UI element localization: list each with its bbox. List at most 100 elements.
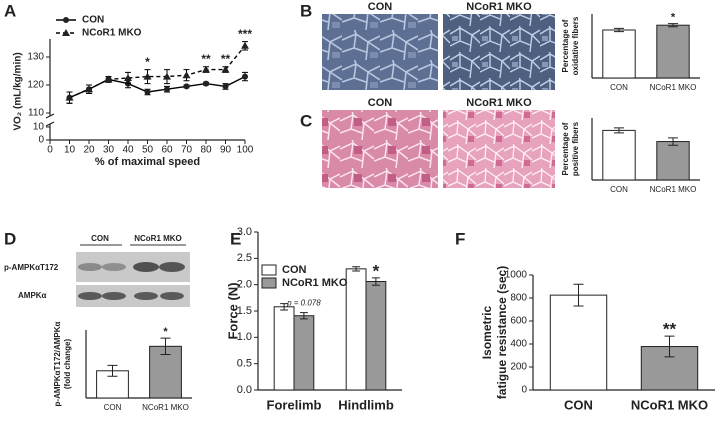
marker <box>143 72 152 80</box>
y-tick-label: 10 <box>33 122 45 133</box>
error-bar <box>299 312 308 320</box>
y-axis-label: VO₂ (mL/kg/min) <box>13 52 24 130</box>
x-tick-label: CON <box>564 397 593 412</box>
y-tick-label: 200 <box>510 362 527 373</box>
y-tick-label: 3.0 <box>237 226 252 238</box>
bar <box>365 281 387 391</box>
significance: * <box>145 55 150 69</box>
y-tick-label: 110 <box>28 108 44 119</box>
y-axis-label: positive fibers <box>571 121 580 176</box>
bar <box>345 268 367 391</box>
error-bar <box>573 283 584 307</box>
legend-label: CON <box>282 264 307 276</box>
y-tick-label: 0 <box>38 135 44 146</box>
significance: * <box>373 261 380 280</box>
error-bar <box>668 137 678 146</box>
significance: * <box>671 12 676 24</box>
image-label: CON <box>368 1 393 13</box>
legend-label: NCoR1 MKO <box>282 277 348 289</box>
y-axis-label: Isometric <box>480 305 494 359</box>
error-bar <box>614 27 624 33</box>
legend-swatch <box>261 264 277 276</box>
series-line <box>69 45 246 99</box>
y-tick-label: 2.0 <box>237 279 252 291</box>
x-tick-label: Forelimb <box>267 397 322 412</box>
legend-swatch <box>261 277 277 289</box>
y-axis-label: oxidative fibers <box>571 16 580 75</box>
x-tick-label: 90 <box>220 145 232 156</box>
marker <box>124 74 132 81</box>
marker <box>203 80 209 87</box>
x-tick-label: NCoR1 MKO <box>650 83 697 92</box>
marker <box>202 65 210 73</box>
axis-break <box>45 121 55 127</box>
micrograph <box>443 110 555 188</box>
y-tick-label: 120 <box>27 80 44 91</box>
blot-label: p-AMPKαT172 <box>4 263 59 272</box>
marker <box>222 83 229 90</box>
legend-label: NCoR1 MKO <box>82 28 142 39</box>
error-bar <box>371 277 380 286</box>
band <box>78 292 102 300</box>
marker <box>65 93 74 101</box>
band <box>102 292 126 300</box>
legend-label: CON <box>82 15 104 26</box>
x-tick-label: NCoR1 MKO <box>631 397 708 412</box>
band <box>160 292 184 300</box>
marker <box>144 89 151 95</box>
x-tick-label: 20 <box>83 145 95 156</box>
error-bar <box>668 23 678 28</box>
micrographs: CON NCoR1 MKO CON NCoR1 MKO <box>322 1 555 188</box>
y-tick-label: 1.0 <box>237 331 252 343</box>
x-tick-label: 60 <box>161 145 173 156</box>
band <box>134 292 158 300</box>
x-tick-label: CON <box>610 185 628 194</box>
y-axis-label: Force (N) <box>225 282 240 339</box>
significance: ** <box>663 320 677 339</box>
panel-letter: A <box>4 1 16 20</box>
error-bar <box>280 303 289 311</box>
legend-marker <box>63 17 69 23</box>
y-tick-label: 0 <box>521 385 527 396</box>
panel-letter: F <box>455 229 465 248</box>
y-tick-label: 400 <box>510 339 527 350</box>
bar <box>656 24 690 79</box>
panel-letter: E <box>230 229 241 248</box>
blot <box>76 285 190 307</box>
panel-letters: A B C D E F <box>4 1 465 248</box>
bar <box>602 129 636 181</box>
marker <box>183 83 190 90</box>
band <box>133 262 159 272</box>
bar <box>273 306 295 391</box>
x-tick-label: 10 <box>64 145 76 156</box>
panel-letter: D <box>4 229 16 248</box>
y-tick-label: 800 <box>510 293 527 304</box>
western-blot: CON NCoR1 MKO p-AMPKαT172 AMPKα <box>4 234 190 307</box>
marker <box>182 71 191 79</box>
y-tick-label: 130 <box>27 52 44 63</box>
error-bar <box>107 364 118 377</box>
x-tick-label: 80 <box>200 145 212 156</box>
blot-label: AMPKα <box>18 291 47 300</box>
error-bar <box>352 266 361 272</box>
x-tick-label: 50 <box>142 145 154 156</box>
marker <box>104 75 113 83</box>
x-tick-label: CON <box>610 83 628 92</box>
error-bar <box>664 335 675 358</box>
x-tick-label: NCoR1 MKO <box>650 185 697 194</box>
significance: p = 0.078 <box>286 299 321 308</box>
series-line <box>69 75 246 99</box>
panel-letter: C <box>300 111 312 130</box>
x-tick-label: 70 <box>181 145 193 156</box>
panel-letter: B <box>300 1 312 20</box>
band <box>78 263 102 271</box>
micrograph <box>322 110 438 188</box>
y-axis-label: Percentage of <box>561 122 570 175</box>
error-bar <box>614 127 624 134</box>
error-bar <box>160 337 171 355</box>
band <box>159 262 185 272</box>
x-tick-label: CON <box>104 403 122 412</box>
blot-header: NCoR1 MKO <box>134 234 182 243</box>
x-tick-label: 40 <box>122 145 134 156</box>
